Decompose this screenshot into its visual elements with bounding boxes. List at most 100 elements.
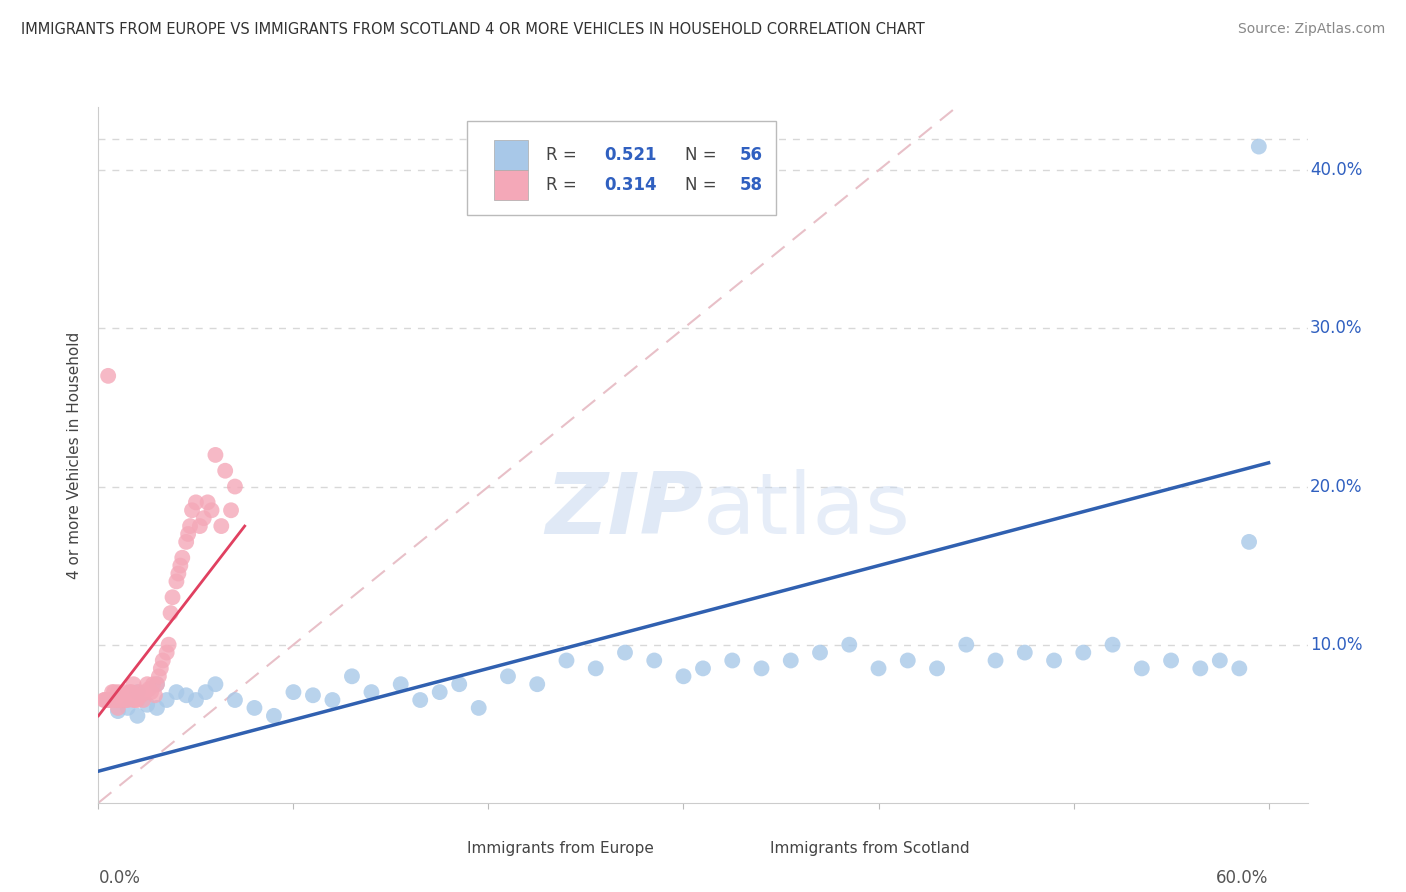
Point — [555, 653, 578, 667]
Point — [283, 685, 305, 699]
Point — [219, 503, 242, 517]
Point — [184, 495, 207, 509]
Point — [174, 534, 197, 549]
Y-axis label: 4 or more Vehicles in Household: 4 or more Vehicles in Household — [67, 331, 83, 579]
Point — [107, 704, 129, 718]
Point — [122, 677, 145, 691]
Point — [209, 519, 232, 533]
Point — [1237, 534, 1260, 549]
Point — [1160, 653, 1182, 667]
Point — [302, 688, 325, 702]
FancyBboxPatch shape — [467, 121, 776, 215]
Point — [224, 479, 246, 493]
Point — [136, 677, 159, 691]
Point — [429, 685, 451, 699]
Point — [146, 677, 169, 691]
Point — [321, 693, 343, 707]
Text: 0.0%: 0.0% — [98, 869, 141, 888]
Point — [103, 693, 125, 707]
Text: ZIP: ZIP — [546, 469, 703, 552]
Point — [179, 519, 201, 533]
Point — [117, 701, 139, 715]
Point — [111, 693, 134, 707]
Point — [1209, 653, 1232, 667]
Point — [156, 693, 179, 707]
Point — [159, 606, 181, 620]
Point — [134, 685, 156, 699]
Point — [152, 653, 174, 667]
Point — [143, 688, 166, 702]
Point — [204, 448, 226, 462]
Point — [184, 693, 207, 707]
Text: 60.0%: 60.0% — [1216, 869, 1268, 888]
Point — [496, 669, 519, 683]
Text: N =: N = — [685, 176, 721, 194]
Point — [204, 677, 226, 691]
Point — [174, 688, 197, 702]
Point — [121, 685, 143, 699]
Point — [149, 661, 172, 675]
Point — [197, 495, 219, 509]
Point — [117, 693, 139, 707]
Point — [172, 550, 194, 565]
Text: Immigrants from Europe: Immigrants from Europe — [467, 841, 654, 856]
Point — [1043, 653, 1066, 667]
Point — [169, 558, 191, 573]
Point — [224, 693, 246, 707]
Point — [194, 685, 217, 699]
Point — [409, 693, 432, 707]
Point — [96, 693, 118, 707]
Point — [1247, 139, 1270, 153]
Text: IMMIGRANTS FROM EUROPE VS IMMIGRANTS FROM SCOTLAND 4 OR MORE VEHICLES IN HOUSEHO: IMMIGRANTS FROM EUROPE VS IMMIGRANTS FRO… — [21, 22, 925, 37]
Point — [389, 677, 412, 691]
Point — [614, 646, 637, 660]
Text: 0.521: 0.521 — [603, 146, 657, 164]
Point — [643, 653, 665, 667]
Point — [97, 693, 120, 707]
Point — [925, 661, 948, 675]
Point — [868, 661, 890, 675]
Text: 30.0%: 30.0% — [1310, 319, 1362, 337]
Point — [162, 591, 184, 605]
Point — [692, 661, 714, 675]
Point — [167, 566, 190, 581]
Point — [955, 638, 977, 652]
Text: R =: R = — [546, 146, 582, 164]
Point — [1101, 638, 1123, 652]
Point — [112, 685, 135, 699]
Point — [181, 503, 204, 517]
Point — [193, 511, 215, 525]
Point — [779, 653, 801, 667]
Point — [897, 653, 920, 667]
Point — [118, 685, 141, 699]
Point — [127, 685, 149, 699]
Point — [93, 693, 115, 707]
FancyBboxPatch shape — [494, 140, 527, 169]
Point — [101, 685, 124, 699]
Point — [449, 677, 471, 691]
Point — [131, 688, 153, 702]
Point — [340, 669, 363, 683]
Text: 10.0%: 10.0% — [1310, 636, 1362, 654]
FancyBboxPatch shape — [727, 836, 761, 862]
Point — [808, 646, 831, 660]
Text: R =: R = — [546, 176, 582, 194]
Point — [838, 638, 860, 652]
Point — [103, 685, 125, 699]
Point — [107, 685, 129, 699]
Point — [751, 661, 773, 675]
Point — [165, 574, 187, 589]
Point — [467, 701, 489, 715]
Point — [146, 677, 169, 691]
Point — [104, 693, 127, 707]
Point — [214, 464, 236, 478]
Point — [165, 685, 187, 699]
Point — [177, 527, 200, 541]
Point — [156, 646, 179, 660]
Point — [138, 681, 160, 696]
Text: Immigrants from Scotland: Immigrants from Scotland — [769, 841, 969, 856]
Point — [1130, 661, 1153, 675]
Point — [1071, 646, 1094, 660]
Point — [107, 701, 129, 715]
Text: 56: 56 — [740, 146, 762, 164]
